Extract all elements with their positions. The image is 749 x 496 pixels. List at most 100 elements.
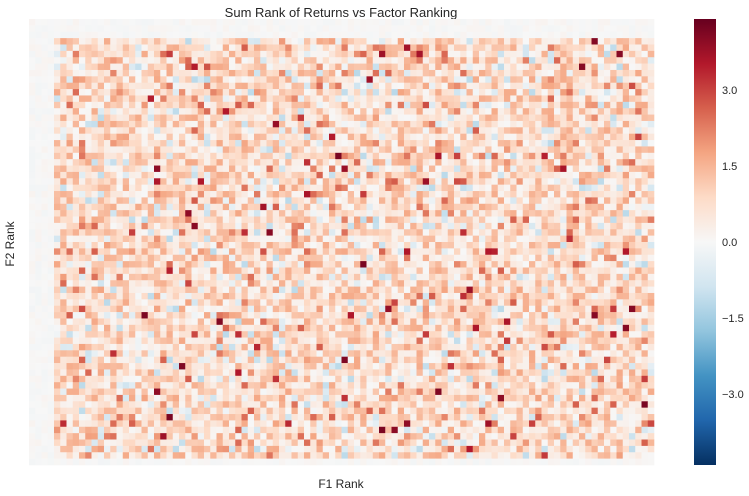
heatmap-cell (329, 89, 336, 96)
heatmap-cell (491, 229, 499, 236)
heatmap-cell (66, 331, 74, 338)
heatmap-cell (547, 305, 555, 313)
heatmap-cell (466, 82, 474, 90)
heatmap-cell (135, 146, 142, 154)
heatmap-cell (222, 273, 230, 281)
heatmap-cell (460, 127, 467, 134)
heatmap-cell (47, 89, 55, 96)
heatmap-cell (447, 324, 455, 332)
heatmap-cell (60, 222, 67, 230)
heatmap-cell (516, 267, 524, 275)
heatmap-cell (304, 191, 311, 198)
heatmap-cell (322, 146, 330, 154)
heatmap-cell (416, 95, 424, 103)
heatmap-cell (604, 152, 611, 160)
heatmap-cell (66, 50, 74, 58)
heatmap-cell (529, 95, 536, 103)
heatmap-cell (566, 152, 574, 160)
heatmap-cell (291, 44, 299, 52)
heatmap-cell (166, 248, 174, 256)
heatmap-cell (616, 222, 624, 230)
heatmap-cell (141, 146, 149, 154)
heatmap-cell (66, 38, 74, 45)
heatmap-cell (135, 216, 142, 224)
heatmap-cell (485, 44, 492, 52)
heatmap-cell (391, 292, 399, 300)
heatmap-cell (160, 210, 167, 217)
heatmap-cell (372, 242, 380, 249)
heatmap-cell (397, 82, 405, 90)
heatmap-cell (304, 165, 311, 173)
heatmap-cell (329, 178, 336, 185)
heatmap-cell (210, 305, 217, 313)
heatmap-cell (522, 331, 530, 338)
heatmap-cell (566, 57, 574, 64)
heatmap-cell (272, 235, 280, 243)
heatmap-cell (522, 299, 530, 307)
heatmap-cell (341, 44, 349, 52)
heatmap-cell (235, 63, 242, 71)
heatmap-cell (541, 101, 549, 109)
heatmap-cell (47, 120, 55, 128)
heatmap-cell (560, 216, 567, 224)
heatmap-cell (91, 146, 99, 154)
heatmap-cell (541, 286, 549, 294)
heatmap-cell (160, 38, 167, 45)
heatmap-cell (479, 318, 486, 326)
heatmap-cell (29, 50, 36, 58)
heatmap-cell (535, 89, 542, 96)
heatmap-cell (79, 292, 86, 300)
heatmap-cell (147, 273, 155, 281)
heatmap-cell (179, 82, 186, 90)
heatmap-cell (160, 114, 167, 122)
heatmap-cell (310, 261, 317, 268)
heatmap-cell (347, 114, 355, 122)
heatmap-cell (54, 108, 61, 115)
heatmap-cell (291, 299, 299, 307)
heatmap-cell (54, 95, 61, 103)
heatmap-cell (622, 133, 630, 141)
heatmap-cell (604, 89, 611, 96)
heatmap-cell (104, 89, 111, 96)
heatmap-cell (516, 222, 524, 230)
heatmap-cell (316, 324, 324, 332)
heatmap-cell (210, 261, 217, 268)
heatmap-cell (179, 318, 186, 326)
heatmap-cell (441, 63, 449, 71)
heatmap-cell (591, 165, 599, 173)
heatmap-cell (47, 25, 55, 33)
heatmap-cell (310, 299, 317, 307)
heatmap-cell (510, 146, 517, 154)
heatmap-cell (354, 267, 361, 275)
heatmap-cell (522, 108, 530, 115)
heatmap-cell (616, 210, 624, 217)
heatmap-cell (297, 242, 305, 249)
heatmap-cell (529, 44, 536, 52)
heatmap-cell (304, 171, 311, 179)
heatmap-cell (641, 273, 649, 281)
heatmap-cell (235, 95, 242, 103)
heatmap-cell (210, 235, 217, 243)
heatmap-cell (279, 114, 286, 122)
heatmap-cell (104, 171, 111, 179)
heatmap-cell (504, 101, 511, 109)
heatmap-cell (372, 69, 380, 77)
heatmap-cell (435, 76, 442, 84)
heatmap-cell (60, 25, 67, 33)
heatmap-cell (366, 292, 374, 300)
heatmap-cell (397, 146, 405, 154)
heatmap-cell (397, 178, 405, 185)
heatmap-cell (35, 286, 42, 294)
heatmap-cell (97, 203, 105, 211)
heatmap-cell (466, 25, 474, 33)
heatmap-cell (272, 19, 280, 26)
heatmap-cell (260, 235, 267, 243)
heatmap-cell (616, 324, 624, 332)
heatmap-cell (210, 31, 217, 39)
heatmap-cell (316, 312, 324, 319)
heatmap-cell (379, 127, 386, 134)
heatmap-cell (347, 324, 355, 332)
heatmap-cell (447, 248, 455, 256)
heatmap-cell (379, 178, 386, 185)
heatmap-cell (304, 89, 311, 96)
